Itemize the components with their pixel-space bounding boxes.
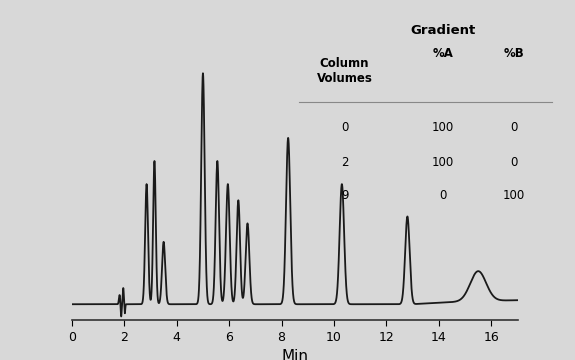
Text: 9: 9 (341, 189, 348, 202)
Text: 0: 0 (341, 121, 348, 134)
Text: 0: 0 (439, 189, 447, 202)
Text: 0: 0 (511, 156, 518, 168)
X-axis label: Min: Min (281, 349, 308, 360)
Text: Column
Volumes: Column Volumes (317, 57, 373, 85)
Text: 2: 2 (341, 156, 348, 168)
Text: 100: 100 (432, 121, 454, 134)
Text: %A: %A (433, 48, 454, 60)
Text: Gradient: Gradient (411, 24, 476, 37)
Text: 100: 100 (503, 189, 525, 202)
Text: 0: 0 (511, 121, 518, 134)
Text: 100: 100 (432, 156, 454, 168)
Text: %B: %B (504, 48, 524, 60)
